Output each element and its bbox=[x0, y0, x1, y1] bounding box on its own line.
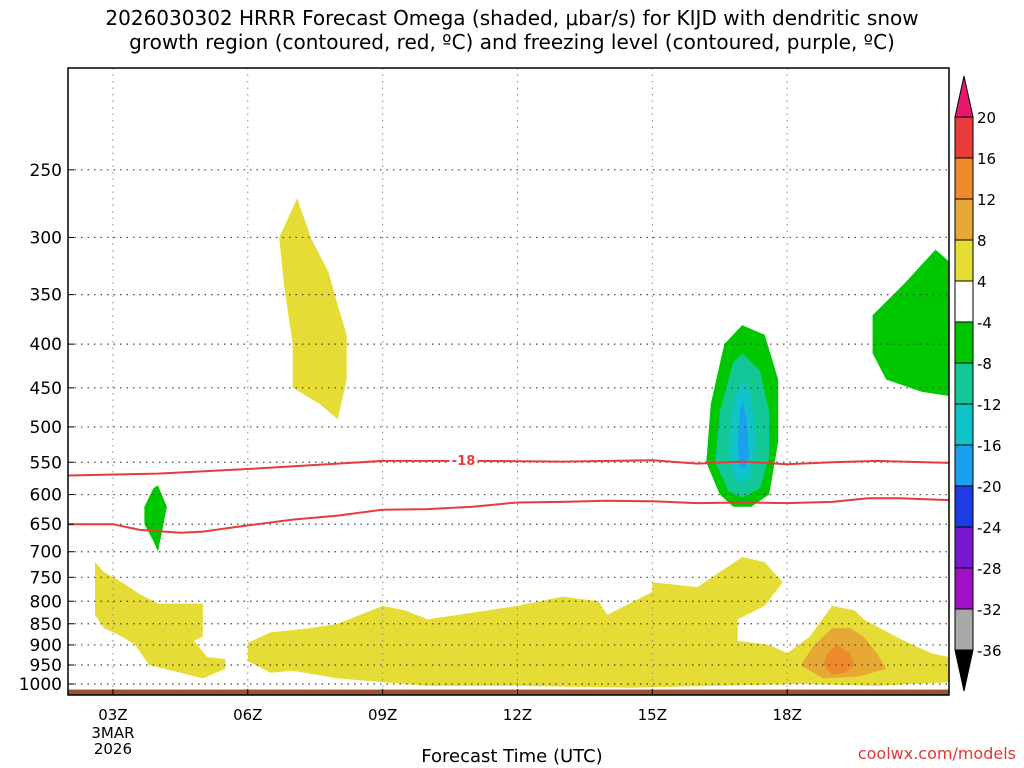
colorbar-bin-14 bbox=[954, 649, 974, 692]
y-tick-label-400: 400 bbox=[30, 335, 62, 355]
y-tick-label-700: 700 bbox=[30, 543, 62, 563]
colorbar-label-8: -16 bbox=[977, 437, 1002, 455]
colorbar-label-10: -24 bbox=[977, 519, 1002, 537]
colorbar-label-0: 20 bbox=[977, 109, 996, 127]
colorbar-bin-6 bbox=[954, 321, 974, 364]
x-tick-label-03Z: 03Z bbox=[98, 706, 127, 724]
colorbar-label-4: 4 bbox=[977, 273, 987, 291]
colorbar-label-5: -4 bbox=[977, 314, 992, 332]
colorbar-bin-5 bbox=[954, 280, 974, 323]
colorbar-bin-2 bbox=[954, 157, 974, 200]
colorbar-bin-7 bbox=[954, 362, 974, 405]
y-tick-label-950: 950 bbox=[30, 656, 62, 676]
colorbar-label-9: -20 bbox=[977, 478, 1002, 496]
omega-region-0 bbox=[279, 198, 347, 420]
y-tick-label-500: 500 bbox=[30, 418, 62, 438]
y-tick-label-550: 550 bbox=[30, 453, 62, 473]
colorbar-bin-9 bbox=[954, 444, 974, 487]
colorbar-label-6: -8 bbox=[977, 355, 992, 373]
colorbar-bin-3 bbox=[954, 198, 974, 241]
omega-region-1 bbox=[95, 562, 226, 679]
omega-region-10 bbox=[872, 249, 949, 396]
y-tick-label-750: 750 bbox=[30, 568, 62, 588]
colorbar-bin-12 bbox=[954, 567, 974, 610]
colorbar-label-1: 16 bbox=[977, 150, 996, 168]
x-axis-label: Forecast Time (UTC) bbox=[421, 746, 603, 767]
x-tick-label-12Z: 12Z bbox=[503, 706, 532, 724]
source-credit: coolwx.com/models bbox=[857, 744, 1016, 763]
y-tick-label-250: 250 bbox=[30, 161, 62, 181]
dgz-contour-0 bbox=[68, 459, 949, 477]
colorbar-bin-13 bbox=[954, 608, 974, 651]
chart-title-line-1: 2026030302 HRRR Forecast Omega (shaded, … bbox=[105, 6, 919, 30]
colorbar-label-11: -28 bbox=[977, 560, 1002, 578]
plot-area: -18 bbox=[68, 68, 949, 695]
plot-frame bbox=[67, 67, 950, 696]
colorbar-label-13: -36 bbox=[977, 642, 1002, 660]
omega-region-9 bbox=[737, 400, 749, 469]
contour-label: -18 bbox=[452, 454, 476, 469]
y-tick-label-350: 350 bbox=[30, 286, 62, 306]
contour-label-bg bbox=[449, 453, 478, 468]
omega-region-5 bbox=[144, 485, 167, 552]
colorbar-bin-1 bbox=[954, 116, 974, 159]
chart-title: 2026030302 HRRR Forecast Omega (shaded, … bbox=[0, 6, 1024, 54]
x-tick-sublabel: 2026 bbox=[94, 740, 132, 758]
y-tick-label-600: 600 bbox=[30, 486, 62, 506]
y-tick-label-900: 900 bbox=[30, 636, 62, 656]
y-tick-label-300: 300 bbox=[30, 228, 62, 248]
y-tick-label-800: 800 bbox=[30, 592, 62, 612]
x-tick-label-09Z: 09Z bbox=[368, 706, 397, 724]
colorbar-label-3: 8 bbox=[977, 232, 987, 250]
colorbar-label-12: -32 bbox=[977, 601, 1002, 619]
omega-region-4 bbox=[823, 645, 855, 675]
ground-strip bbox=[68, 689, 949, 695]
x-tick-sublabel: 3MAR bbox=[91, 724, 134, 742]
x-tick-label-15Z: 15Z bbox=[638, 706, 667, 724]
y-tick-label-1000: 1000 bbox=[19, 675, 62, 695]
x-tick-label-18Z: 18Z bbox=[772, 706, 801, 724]
y-tick-label-850: 850 bbox=[30, 615, 62, 635]
omega-region-2 bbox=[247, 557, 949, 688]
colorbar: 20 16 12 8 4 -4 -8 -12 -16 -20 -24 -28 -32 -36 bbox=[954, 75, 1002, 692]
chart-title-line-2: growth region (contoured, red, ºC) and f… bbox=[129, 30, 895, 54]
colorbar-bin-4 bbox=[954, 239, 974, 282]
y-tick-label-450: 450 bbox=[30, 379, 62, 399]
y-tick-label-650: 650 bbox=[30, 515, 62, 535]
colorbar-bin-0 bbox=[954, 75, 974, 118]
dgz-contour-1 bbox=[68, 497, 949, 534]
colorbar-bin-8 bbox=[954, 403, 974, 446]
colorbar-bin-10 bbox=[954, 485, 974, 528]
colorbar-bin-11 bbox=[954, 526, 974, 569]
colorbar-label-2: 12 bbox=[977, 191, 996, 209]
colorbar-label-7: -12 bbox=[977, 396, 1002, 414]
x-tick-label-06Z: 06Z bbox=[233, 706, 262, 724]
